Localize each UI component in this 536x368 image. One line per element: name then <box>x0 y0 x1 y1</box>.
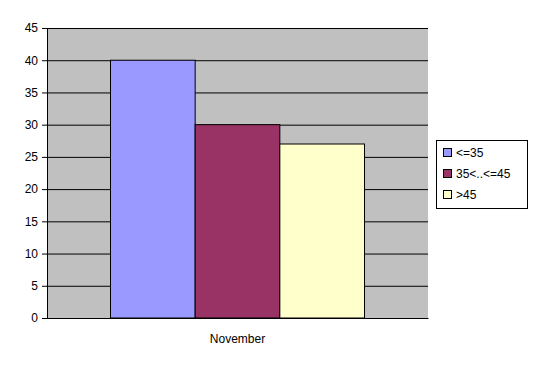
y-tick-mark <box>42 286 47 287</box>
x-tick-label: November <box>210 332 265 346</box>
y-tick-mark <box>42 157 47 158</box>
x-axis-line <box>48 318 429 319</box>
grid <box>47 29 428 319</box>
legend-label: <=35 <box>456 146 484 160</box>
x-tick: November <box>210 332 265 346</box>
y-tick-mark <box>42 92 47 93</box>
y-tick: 0 <box>31 311 47 325</box>
grid-line <box>47 60 428 61</box>
legend-label: 35<..<=45 <box>456 167 511 181</box>
y-tick-mark <box>42 189 47 190</box>
y-tick-mark <box>42 125 47 126</box>
y-tick-label: 5 <box>31 279 38 293</box>
legend-entry: >45 <box>444 188 477 202</box>
y-axis: 0 5 10 15 20 25 30 35 40 45 <box>25 21 48 325</box>
legend-swatch <box>444 191 452 199</box>
bar <box>111 60 196 318</box>
y-tick: 40 <box>25 54 47 68</box>
y-tick-mark <box>42 28 47 29</box>
y-tick: 45 <box>25 21 47 35</box>
y-tick-label: 15 <box>25 215 39 229</box>
y-tick-label: 0 <box>31 311 38 325</box>
bar <box>280 144 365 318</box>
y-tick-mark <box>42 254 47 255</box>
y-tick-label: 25 <box>25 150 39 164</box>
legend-swatch <box>444 149 452 157</box>
y-tick-mark <box>42 60 47 61</box>
grid-line <box>47 92 428 93</box>
y-tick-mark <box>42 221 47 222</box>
y-tick: 25 <box>25 150 47 164</box>
grid-line <box>47 318 428 319</box>
plot: 0 5 10 15 20 25 30 35 40 45 November <box>25 21 429 345</box>
plot-background <box>47 28 428 318</box>
y-tick-label: 45 <box>25 21 39 35</box>
bar <box>195 125 280 318</box>
legend-label: >45 <box>456 188 477 202</box>
y-tick-label: 35 <box>25 86 39 100</box>
bars <box>111 60 365 318</box>
y-tick: 30 <box>25 118 47 132</box>
y-tick: 20 <box>25 182 47 196</box>
y-tick: 5 <box>31 279 47 293</box>
legend-entry: <=35 <box>444 146 484 160</box>
y-tick-mark <box>42 318 47 319</box>
legend-entry: 35<..<=45 <box>444 167 511 181</box>
grid-line <box>47 28 428 29</box>
y-tick-label: 30 <box>25 118 39 132</box>
y-axis-line <box>47 29 48 319</box>
y-tick: 15 <box>25 215 47 229</box>
y-tick: 10 <box>25 247 47 261</box>
y-tick-label: 10 <box>25 247 39 261</box>
y-tick: 35 <box>25 86 47 100</box>
y-tick-label: 20 <box>25 182 39 196</box>
legend: <=35 35<..<=45 >45 <box>437 141 528 209</box>
y-tick-label: 40 <box>25 54 39 68</box>
chart: 0 5 10 15 20 25 30 35 40 45 November <=35 35<..<=45 >… <box>0 0 536 368</box>
legend-box <box>437 141 528 209</box>
x-axis: November <box>48 319 429 346</box>
legend-swatch <box>444 170 452 178</box>
